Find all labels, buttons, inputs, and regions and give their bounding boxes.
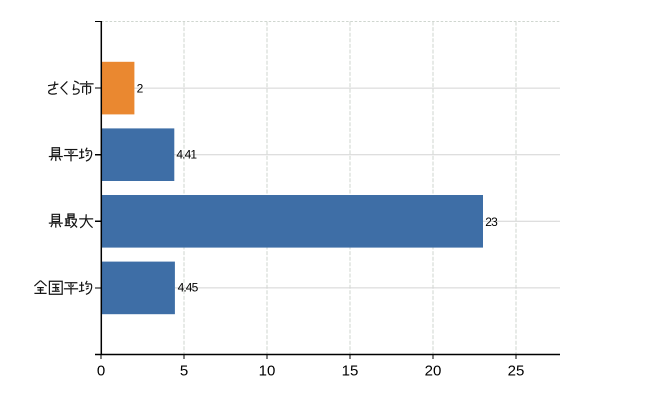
- svg-text:20: 20: [425, 363, 442, 380]
- svg-text:4.41: 4.41: [176, 148, 197, 162]
- svg-text:5: 5: [180, 363, 188, 380]
- svg-text:0: 0: [97, 363, 105, 380]
- svg-text:4.45: 4.45: [178, 281, 199, 295]
- svg-text:2: 2: [137, 82, 144, 96]
- svg-text:23: 23: [485, 215, 498, 229]
- svg-text:25: 25: [508, 363, 525, 380]
- svg-text:15: 15: [342, 363, 359, 380]
- svg-text:10: 10: [259, 363, 276, 380]
